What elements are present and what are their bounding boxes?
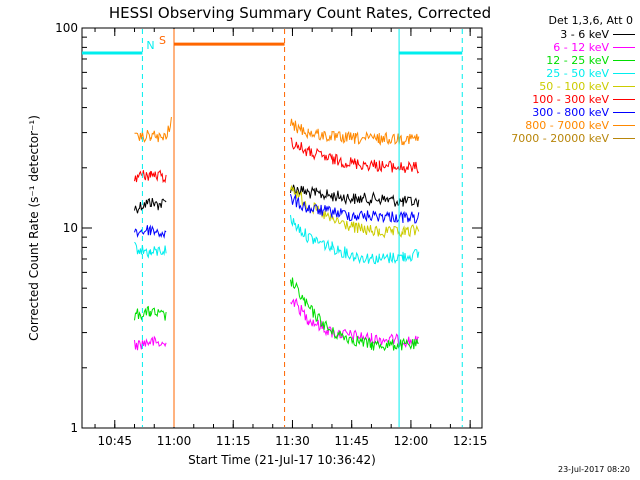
series-line xyxy=(134,197,167,214)
x-tick-label: 11:00 xyxy=(157,434,192,448)
x-tick-label: 10:45 xyxy=(97,434,132,448)
y-tick-label: 100 xyxy=(55,21,78,35)
legend-swatch xyxy=(613,99,635,100)
series-line xyxy=(134,224,167,239)
series-line xyxy=(134,241,167,259)
chart-title: HESSI Observing Summary Count Rates, Cor… xyxy=(109,4,491,22)
series-line xyxy=(290,184,420,208)
timestamp: 23-Jul-2017 08:20 xyxy=(557,465,630,474)
legend-label: 100 - 300 keV xyxy=(532,93,609,106)
x-tick-label: 11:45 xyxy=(334,434,369,448)
x-tick-label: 12:00 xyxy=(394,434,429,448)
legend-entry: 7000 - 20000 keV xyxy=(495,132,635,145)
legend-swatch xyxy=(613,112,635,113)
y-tick-label: 1 xyxy=(70,421,78,435)
x-axis-label: Start Time (21-Jul-17 10:36:42) xyxy=(188,453,376,467)
legend-entry: 300 - 800 keV xyxy=(495,106,635,119)
legend-label: 12 - 25 keV xyxy=(546,54,609,67)
legend-label: 300 - 800 keV xyxy=(532,106,609,119)
legend-entry: 6 - 12 keV xyxy=(495,41,635,54)
series-line xyxy=(134,335,167,351)
legend-entry: 100 - 300 keV xyxy=(495,93,635,106)
series-line xyxy=(290,118,420,146)
legend-entry: 3 - 6 keV xyxy=(495,28,635,41)
series-line xyxy=(134,169,167,184)
series-line xyxy=(134,305,167,321)
legend-label: 3 - 6 keV xyxy=(560,28,609,41)
legend-swatch xyxy=(613,125,635,126)
x-tick-label: 12:15 xyxy=(453,434,488,448)
bar-label: S xyxy=(159,34,166,47)
legend-label: 7000 - 20000 keV xyxy=(511,132,609,145)
series-line xyxy=(290,137,420,174)
legend-swatch xyxy=(613,73,635,74)
y-tick-label: 10 xyxy=(63,221,78,235)
legend-swatch xyxy=(613,86,635,87)
legend-entry: 800 - 7000 keV xyxy=(495,119,635,132)
legend-header: Det 1,3,6, Att 0 xyxy=(548,14,633,27)
legend-label: 50 - 100 keV xyxy=(539,80,609,93)
series-line xyxy=(290,193,420,224)
legend-swatch xyxy=(613,34,635,35)
legend-swatch xyxy=(613,47,635,48)
x-tick-label: 11:30 xyxy=(275,434,310,448)
x-tick-label: 11:15 xyxy=(216,434,251,448)
series-line xyxy=(290,277,419,352)
legend-label: 6 - 12 keV xyxy=(553,41,609,54)
y-axis-label: Corrected Count Rate (s⁻¹ detector⁻¹) xyxy=(27,115,41,341)
legend: Det 1,3,6, Att 0 3 - 6 keV 6 - 12 keV 12 -… xyxy=(495,14,635,145)
series-line xyxy=(290,297,420,349)
legend-label: 800 - 7000 keV xyxy=(525,119,609,132)
legend-entry: 50 - 100 keV xyxy=(495,80,635,93)
series-line xyxy=(134,116,172,143)
marker-label: N xyxy=(146,39,154,52)
series-line xyxy=(290,214,420,265)
legend-swatch xyxy=(613,138,635,139)
legend-entry: 25 - 50 keV xyxy=(495,67,635,80)
legend-entry: 12 - 25 keV xyxy=(495,54,635,67)
legend-label: 25 - 50 keV xyxy=(546,67,609,80)
legend-swatch xyxy=(613,60,635,61)
